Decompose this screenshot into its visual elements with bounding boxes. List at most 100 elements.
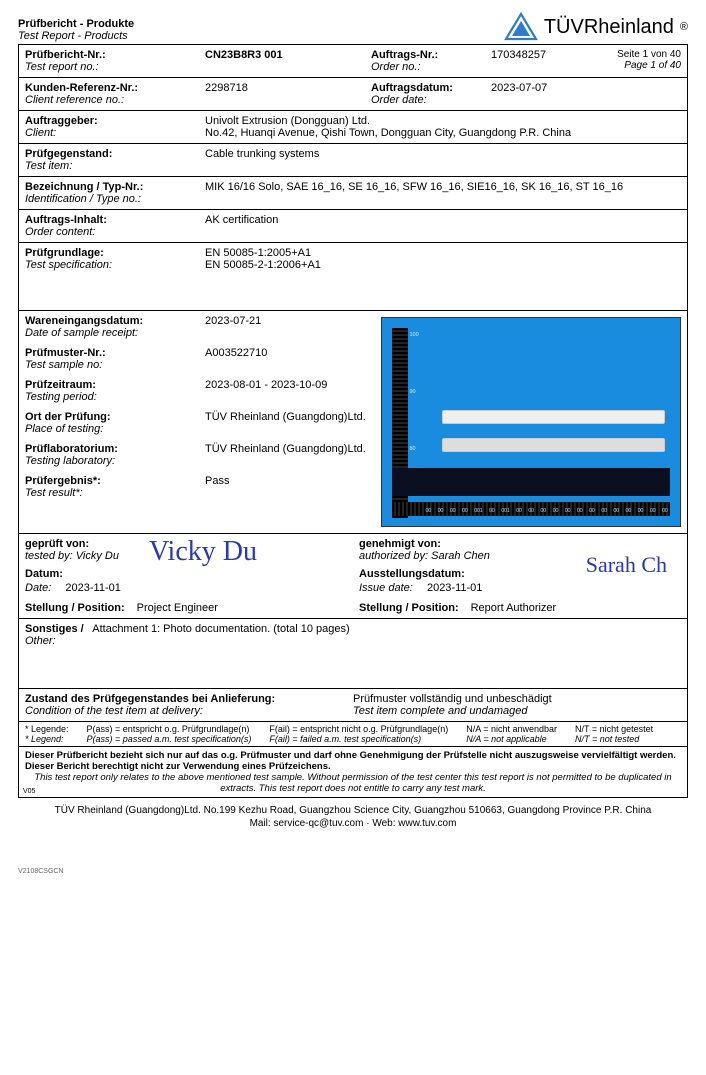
tested-date-value: 2023-11-01 <box>65 582 120 594</box>
label-de: Prüflaboratorium: <box>25 443 205 455</box>
product-photo: 100 90 80 00 00 00 00 001 00 001 00 <box>381 317 681 527</box>
order-no-value: 170348257 <box>491 49 601 73</box>
position-label: Stellung / Position: <box>359 602 459 614</box>
legend-fail-de: F(ail) = entspricht nicht o.g. Prüfgrund… <box>269 724 448 734</box>
footer-contact-line: Mail: service-qc@tuv.com · Web: www.tuv.… <box>18 817 688 830</box>
table-surface <box>392 468 670 496</box>
page-en: Page 1 of 40 <box>601 60 681 71</box>
footer-address: TÜV Rheinland (Guangdong)Ltd. No.199 Kez… <box>18 804 688 830</box>
signature-right-icon: Sarah Ch <box>586 552 667 578</box>
legend-pass-en: P(ass) = passed a.m. test specification(… <box>87 734 252 744</box>
label-de: Prüfgrundlage: <box>25 247 205 259</box>
label-en: Test specification: <box>25 259 205 271</box>
position-row: Stellung / Position: Project Engineer St… <box>19 598 687 619</box>
other-row: Sonstiges / Attachment 1: Photo document… <box>19 619 687 689</box>
legend-nt-de: N/T = nicht getestet <box>575 724 653 734</box>
order-no-label-en: Order no.: <box>371 61 491 73</box>
sample-panel: Wareneingangsdatum:Date of sample receip… <box>19 311 687 534</box>
other-value: Attachment 1: Photo documentation. (tota… <box>92 623 349 635</box>
brand-logo: TÜVRheinland® <box>504 12 688 42</box>
doc-title-block: Prüfbericht - Produkte Test Report - Pro… <box>18 18 134 42</box>
ruler-h-marks: 00 00 00 00 001 00 001 00 00 00 00 00 00… <box>426 508 668 514</box>
order-content-value: AK certification <box>205 214 681 238</box>
report-no-value: CN23B8R3 001 <box>205 49 283 61</box>
order-no-label-de: Auftrags-Nr.: <box>371 49 491 61</box>
label-de: Bezeichnung / Typ-Nr.: <box>25 181 205 193</box>
tested-by-label-en: tested by: <box>25 550 73 562</box>
label-de: Prüfmuster-Nr.: <box>25 347 205 359</box>
label-en: Client reference no.: <box>25 94 205 106</box>
label-en: Testing laboratory: <box>25 455 205 467</box>
triangle-icon <box>504 12 538 42</box>
cond-value-en: Test item complete and undamaged <box>353 705 681 717</box>
disclaimer-en: This test report only relates to the abo… <box>25 772 681 794</box>
legend-na-en: N/A = not applicable <box>466 734 546 744</box>
row-test-item: Prüfgegenstand: Test item: Cable trunkin… <box>19 144 687 177</box>
label-en: Testing period: <box>25 391 205 403</box>
authorized-by-label-en: authorized by: <box>359 550 428 562</box>
row-type-no: Bezeichnung / Typ-Nr.: Identification / … <box>19 177 687 210</box>
sample-receipt-value: 2023-07-21 <box>205 315 261 339</box>
legend-fail-en: F(ail) = failed a.m. test specification(… <box>269 734 421 744</box>
authorized-by-block: genehmigt von: authorized by: Sarah Chen… <box>353 534 687 598</box>
position-label: Stellung / Position: <box>25 602 125 614</box>
report-box: Prüfbericht-Nr.: Test report no.: CN23B8… <box>18 44 688 798</box>
tested-by-label-de: geprüft von: <box>25 538 89 550</box>
label-de: Prüfzeitraum: <box>25 379 205 391</box>
other-label-de: Sonstiges / <box>25 623 84 635</box>
cond-value-de: Prüfmuster vollständig und unbeschädigt <box>353 693 681 705</box>
row-report-no: Prüfbericht-Nr.: Test report no.: CN23B8… <box>19 45 687 78</box>
label-de: Prüfbericht-Nr.: <box>25 49 205 61</box>
label-de: Auftraggeber: <box>25 115 205 127</box>
test-item-value: Cable trunking systems <box>205 148 681 172</box>
disclaimer-de: Dieser Prüfbericht bezieht sich nur auf … <box>25 750 676 772</box>
footer-code: V2108CSGCN <box>18 868 688 875</box>
testing-period-value: 2023-08-01 - 2023-10-09 <box>205 379 327 403</box>
legend-label-de: * Legende: <box>25 724 69 734</box>
row-client: Auftraggeber: Client: Univolt Extrusion … <box>19 111 687 144</box>
order-date-label-de: Auftragsdatum: <box>371 82 491 94</box>
position-right-value: Report Authorizer <box>471 602 557 614</box>
tested-by-block: geprüft von: tested by: Vicky Du Vicky D… <box>19 534 353 598</box>
row-client-ref: Kunden-Referenz-Nr.: Client reference no… <box>19 78 687 111</box>
label-en: Test report no.: <box>25 61 205 73</box>
label-en: Client: <box>25 127 205 139</box>
label-en: Test sample no: <box>25 359 205 371</box>
brand-registered: ® <box>680 21 688 33</box>
order-date-value: 2023-07-07 <box>491 82 601 106</box>
spec-line-2: EN 50085-2-1:2006+A1 <box>205 259 681 271</box>
disclaimer-row: Dieser Prüfbericht bezieht sich nur auf … <box>19 747 687 797</box>
client-ref-value: 2298718 <box>205 82 371 106</box>
lab-value: TÜV Rheinland (Guangdong)Ltd. <box>205 443 366 467</box>
sample-strip-1 <box>442 410 665 424</box>
label-en: Test item: <box>25 160 205 172</box>
label-de: Prüfergebnis*: <box>25 475 205 487</box>
legend-pass-de: P(ass) = entspricht o.g. Prüfgrundlage(n… <box>87 724 250 734</box>
issue-date-label-en: Issue date: <box>359 582 413 594</box>
client-addr: No.42, Huanqi Avenue, Qishi Town, Donggu… <box>205 127 681 139</box>
cond-label-en: Condition of the test item at delivery: <box>25 705 353 717</box>
order-date-label-en: Order date: <box>371 94 491 106</box>
spec-line-1: EN 50085-1:2005+A1 <box>205 247 681 259</box>
authorized-by-name: Sarah Chen <box>431 550 490 562</box>
client-name: Univolt Extrusion (Dongguan) Ltd. <box>205 115 681 127</box>
date-label-en: Date: <box>25 582 51 594</box>
label-en: Order content: <box>25 226 205 238</box>
legend-nt-en: N/T = not tested <box>575 734 639 744</box>
other-label-en: Other: <box>25 635 681 647</box>
label-de: Kunden-Referenz-Nr.: <box>25 82 205 94</box>
doc-title-de: Prüfbericht - Produkte <box>18 18 134 30</box>
signature-row: geprüft von: tested by: Vicky Du Vicky D… <box>19 534 687 598</box>
label-de: Ort der Prüfung: <box>25 411 205 423</box>
type-no-value: MIK 16/16 Solo, SAE 16_16, SE 16_16, SFW… <box>205 181 681 205</box>
cond-label-de: Zustand des Prüfgegenstandes bei Anliefe… <box>25 693 353 705</box>
sample-no-value: A003522710 <box>205 347 267 371</box>
condition-row: Zustand des Prüfgegenstandes bei Anliefe… <box>19 689 687 722</box>
sample-strip-2 <box>442 438 665 452</box>
disclaimer-version: V05 <box>23 788 35 795</box>
legend-na-de: N/A = nicht anwendbar <box>466 724 557 734</box>
label-de: Wareneingangsdatum: <box>25 315 205 327</box>
label-en: Place of testing: <box>25 423 205 435</box>
date-label-de: Datum: <box>25 568 63 580</box>
label-de: Prüfgegenstand: <box>25 148 205 160</box>
